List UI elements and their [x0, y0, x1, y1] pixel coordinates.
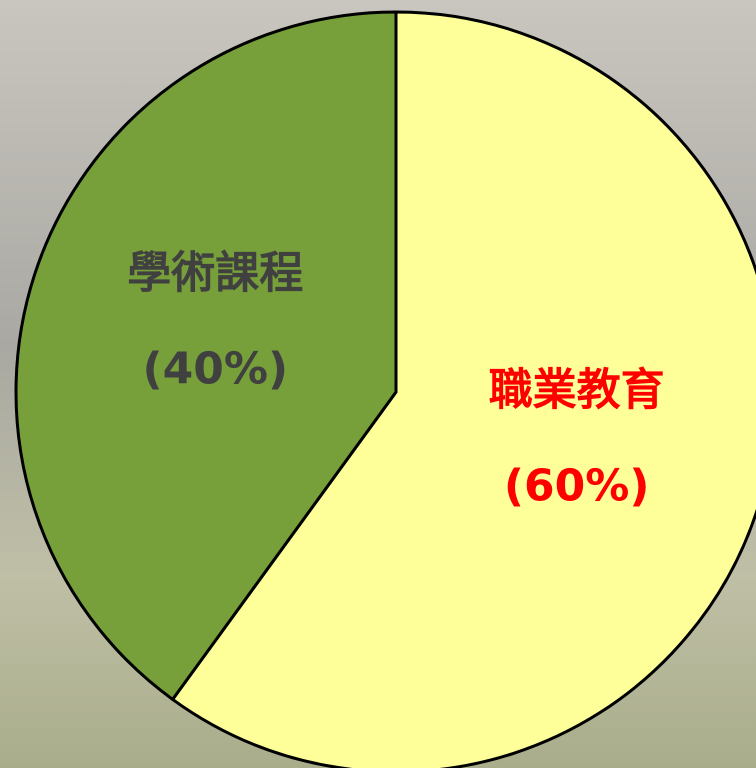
pie: 職業教育 (60%) 學術課程 (40%)	[14, 10, 756, 768]
slice-label: 職業教育	[489, 365, 665, 416]
value-label: (60%)	[504, 461, 650, 512]
slice-label: 學術課程	[127, 247, 303, 298]
pie-slice	[170, 10, 756, 768]
value-label: (40%)	[143, 343, 289, 394]
pie-slice	[14, 10, 398, 702]
